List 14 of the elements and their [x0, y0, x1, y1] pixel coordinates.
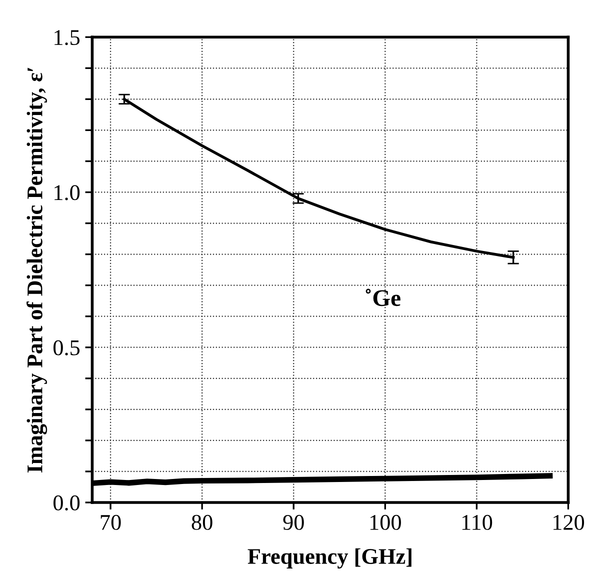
x-tick-label: 90	[283, 514, 304, 530]
x-axis-title: Frequency [GHz]	[248, 548, 412, 569]
x-tick-label: 100	[370, 514, 401, 530]
y-tick-label: 1.5	[54, 30, 80, 46]
y-tick-label: 0.5	[53, 340, 80, 356]
x-tick-label: 80	[192, 514, 212, 530]
x-tick-label: 120	[554, 514, 584, 530]
y-tick-label: 0.0	[53, 495, 80, 511]
x-tick-label: 70	[100, 514, 121, 530]
line-series	[122, 98, 515, 259]
y-tick-label: 1.0	[54, 185, 80, 200]
text: ˚Ge	[366, 288, 400, 306]
y-axis-title: Imaginary Part of Dielectric Permitivity, ε′	[26, 68, 48, 473]
x-tick-label: 110	[462, 514, 492, 530]
